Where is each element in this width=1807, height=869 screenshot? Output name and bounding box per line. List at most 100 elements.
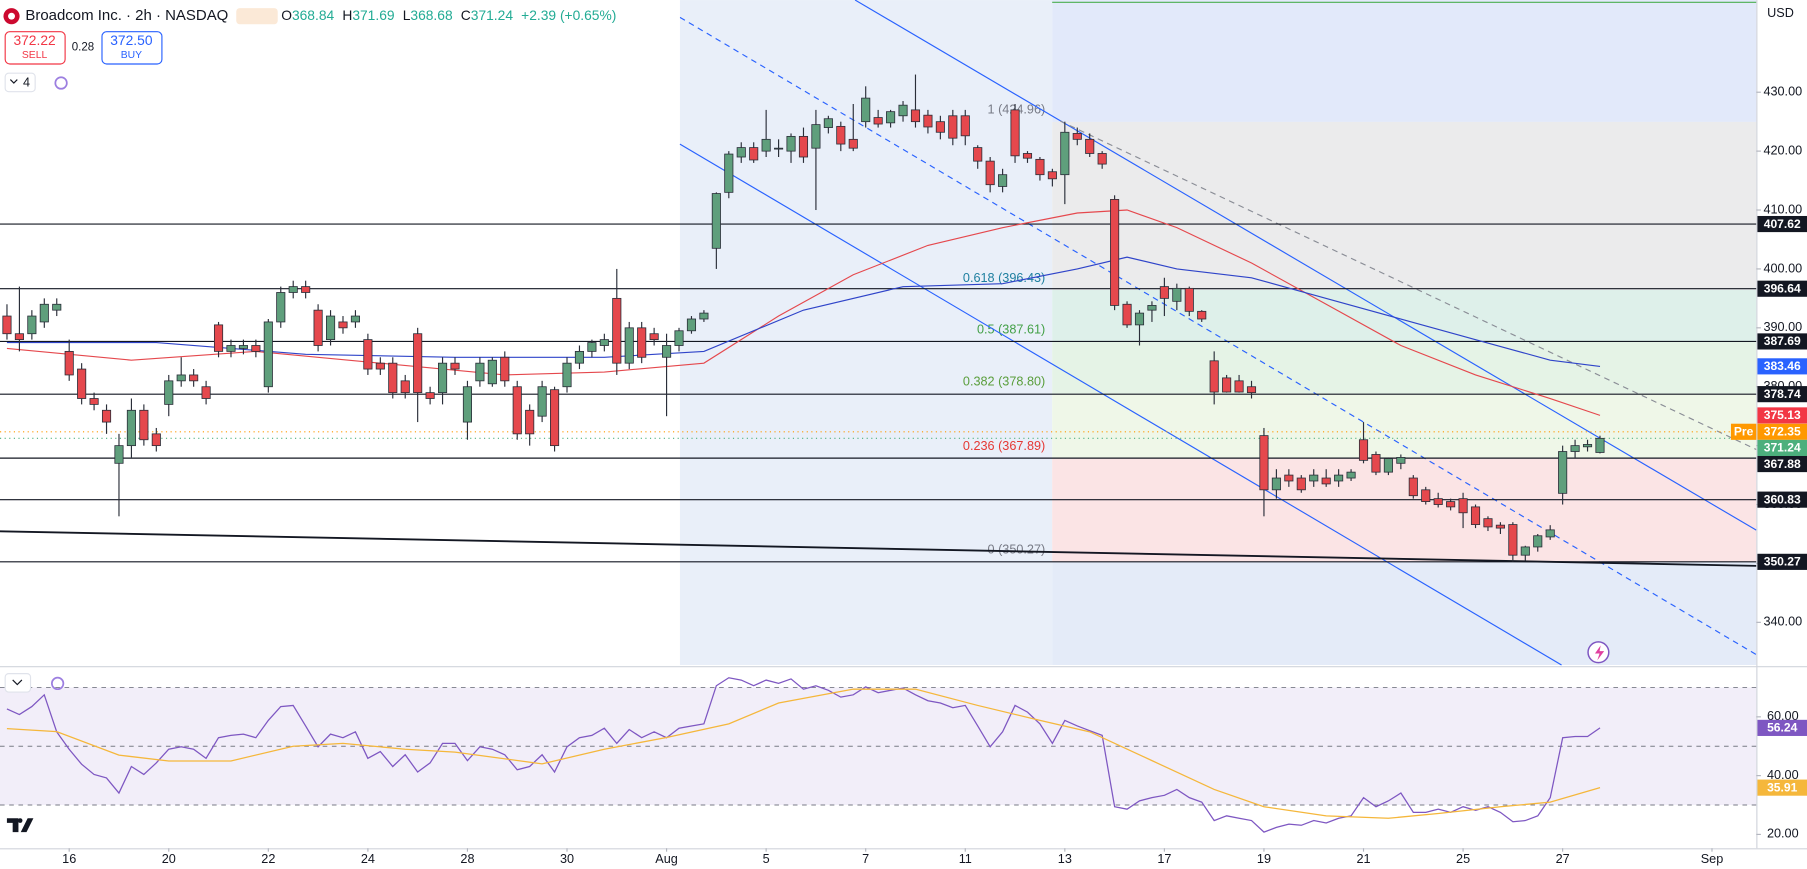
price-tag-label: 367.88 [1764, 457, 1801, 471]
price-tag [1757, 386, 1807, 403]
candle-body [848, 138, 858, 149]
candle-body [1072, 133, 1082, 140]
candle-body [985, 160, 995, 186]
candle-body [1222, 377, 1232, 393]
candle-body [1110, 199, 1120, 306]
rsi-line [6, 677, 1601, 833]
candle-body [375, 362, 385, 370]
buy-button[interactable] [101, 31, 163, 65]
rsi-toggle[interactable] [4, 673, 32, 693]
price-tag-label: 375.13 [1764, 408, 1801, 422]
fib-label: 0.382 (378.80) [963, 375, 1045, 389]
price-tag [1757, 455, 1807, 473]
open-value: 368.84 [292, 7, 335, 23]
price-tag-label: 360.83 [1764, 492, 1801, 506]
candle-body [1321, 477, 1331, 485]
candle-body [114, 445, 124, 464]
x-tick-label: 5 [763, 852, 770, 866]
x-tick-label: 20 [162, 852, 176, 866]
candle-body [774, 147, 784, 150]
candle-body [213, 324, 224, 352]
status-badge[interactable] [236, 8, 278, 25]
rsi-refresh-icon[interactable] [50, 676, 65, 691]
candle-body [1010, 109, 1020, 157]
candle-body [1421, 489, 1431, 502]
candle-body [711, 193, 721, 249]
currency-label[interactable]: USD [1767, 6, 1794, 20]
x-tick-label: 22 [261, 852, 275, 866]
header: Broadcom Inc. · 2h · NASDAQ O368.84 H371… [0, 0, 680, 102]
candle-body [599, 339, 609, 346]
candle-body [1296, 477, 1306, 491]
candle-body [400, 380, 410, 394]
ohlc-values: O368.84 H371.69 L368.68 C371.24 +2.39 (+… [281, 7, 616, 23]
fib-label: 0.236 (367.89) [963, 439, 1045, 453]
candle-body [1271, 477, 1281, 491]
buy-label: BUY [121, 50, 142, 61]
price-tag-prefix-label: Pre [1734, 425, 1754, 439]
candle-body [462, 386, 473, 423]
candle-body [238, 345, 248, 349]
indicator-count: 4 [23, 75, 30, 89]
candle-body [1470, 506, 1481, 525]
symbol-name[interactable]: Broadcom Inc. · 2h · NASDAQ [25, 7, 228, 24]
candle-body [201, 386, 211, 399]
indicators-toggle[interactable] [4, 72, 36, 93]
chevron-icon [9, 79, 18, 84]
fib-zone [1052, 341, 1757, 394]
candle-body [77, 368, 87, 399]
candle-body [189, 374, 199, 382]
price-tag [1757, 215, 1807, 233]
candle-body [1545, 529, 1555, 538]
candle-body [1309, 474, 1319, 482]
candle-body [1047, 171, 1057, 180]
lightning-icon[interactable] [1587, 641, 1610, 664]
candle-body [1408, 477, 1418, 497]
candle-body [1259, 435, 1269, 491]
candle-body [1433, 498, 1443, 505]
candle-body [263, 321, 273, 388]
candle-body [388, 362, 398, 394]
price-tag [1757, 553, 1807, 570]
candle-body [886, 111, 896, 124]
channel-lower [679, 143, 1562, 666]
fib-zone [1052, 121, 1757, 290]
candle-body [1383, 458, 1393, 473]
candle-body [2, 315, 12, 335]
candle-body [798, 135, 809, 158]
candle-body [624, 327, 634, 364]
fib-label: 0.618 (396.43) [963, 271, 1045, 285]
y-tick-label: 410.00 [1763, 202, 1802, 216]
x-tick-label: 27 [1556, 852, 1570, 866]
candle-body [413, 333, 423, 394]
candle-body [948, 115, 958, 139]
candle-body [811, 124, 821, 149]
candle-body [27, 315, 37, 335]
candle-body [550, 389, 560, 447]
lightning-bolt [1594, 645, 1605, 661]
candle-body [960, 115, 970, 137]
refresh-icon[interactable] [54, 76, 68, 90]
candle-body [1582, 444, 1593, 448]
value-tag [1757, 719, 1807, 736]
marks-layer [2, 74, 1605, 833]
logo-shape [6, 818, 34, 833]
candle-body [662, 345, 672, 358]
candle-body [998, 174, 1008, 187]
candle-body [1159, 286, 1169, 299]
candle-body [176, 374, 186, 382]
candle-body [1483, 518, 1493, 528]
price-tag [1757, 439, 1807, 456]
price-tag [1757, 333, 1807, 350]
candle-body [1533, 535, 1543, 548]
fib-zone [1052, 393, 1757, 459]
candle-body [126, 409, 136, 447]
y-tick-label: 390.00 [1763, 320, 1802, 334]
x-tick-label: Aug [655, 852, 678, 866]
candle-body [1458, 498, 1468, 514]
x-tick-label: 16 [62, 852, 76, 866]
candle-body [935, 121, 945, 133]
sell-button[interactable] [4, 31, 66, 65]
candle-body [525, 409, 535, 435]
